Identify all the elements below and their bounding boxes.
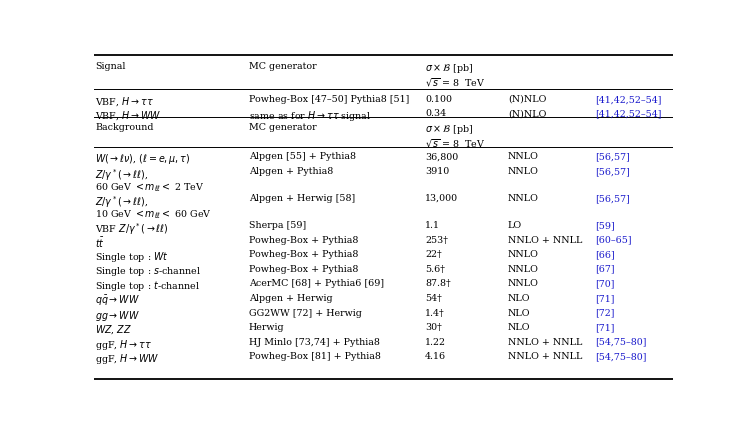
Text: MC generator: MC generator bbox=[249, 62, 316, 71]
Text: Powheg-Box [47–50] Pythia8 [51]: Powheg-Box [47–50] Pythia8 [51] bbox=[249, 95, 409, 104]
Text: [71]: [71] bbox=[595, 322, 614, 332]
Text: 87.8†: 87.8† bbox=[425, 279, 451, 288]
Text: $\sqrt{s}$ = 8  TeV: $\sqrt{s}$ = 8 TeV bbox=[425, 137, 485, 150]
Text: [71]: [71] bbox=[595, 293, 614, 302]
Text: [59]: [59] bbox=[595, 221, 615, 229]
Text: 13,000: 13,000 bbox=[425, 194, 459, 203]
Text: NNLO: NNLO bbox=[508, 194, 539, 203]
Text: [56,57]: [56,57] bbox=[595, 152, 630, 161]
Text: Single top : $t$-channel: Single top : $t$-channel bbox=[95, 279, 200, 293]
Text: $\sigma \times \mathcal{B}$ [pb]: $\sigma \times \mathcal{B}$ [pb] bbox=[425, 123, 473, 136]
Text: Powheg-Box + Pythia8: Powheg-Box + Pythia8 bbox=[249, 249, 358, 258]
Text: Powheg-Box + Pythia8: Powheg-Box + Pythia8 bbox=[249, 264, 358, 273]
Text: ggF, $H \rightarrow WW$: ggF, $H \rightarrow WW$ bbox=[95, 351, 160, 366]
Text: VBF, $H \rightarrow WW$: VBF, $H \rightarrow WW$ bbox=[95, 109, 162, 122]
Text: 10 GeV $< m_{\ell\ell} <$ 60 GeV: 10 GeV $< m_{\ell\ell} <$ 60 GeV bbox=[95, 207, 212, 220]
Text: [41,42,52–54]: [41,42,52–54] bbox=[595, 109, 661, 118]
Text: [56,57]: [56,57] bbox=[595, 194, 630, 203]
Text: [66]: [66] bbox=[595, 249, 615, 258]
Text: Signal: Signal bbox=[95, 62, 126, 71]
Text: NNLO: NNLO bbox=[508, 249, 539, 258]
Text: (N)NLO: (N)NLO bbox=[508, 95, 546, 104]
Text: 30†: 30† bbox=[425, 322, 442, 332]
Text: same as for $H \rightarrow \tau\tau$ signal: same as for $H \rightarrow \tau\tau$ sig… bbox=[249, 109, 371, 123]
Text: 36,800: 36,800 bbox=[425, 152, 459, 161]
Text: 1.4†: 1.4† bbox=[425, 308, 445, 317]
Text: 1.1: 1.1 bbox=[425, 221, 440, 229]
Text: Alpgen + Pythia8: Alpgen + Pythia8 bbox=[249, 166, 333, 175]
Text: 60 GeV $< m_{\ell\ell} <$ 2 TeV: 60 GeV $< m_{\ell\ell} <$ 2 TeV bbox=[95, 180, 205, 193]
Text: Herwig: Herwig bbox=[249, 322, 284, 332]
Text: $t\bar{t}$: $t\bar{t}$ bbox=[95, 235, 105, 249]
Text: 1.22: 1.22 bbox=[425, 337, 446, 346]
Text: 253†: 253† bbox=[425, 235, 448, 244]
Text: Background: Background bbox=[95, 123, 154, 132]
Text: NNLO + NNLL: NNLO + NNLL bbox=[508, 235, 583, 244]
Text: [67]: [67] bbox=[595, 264, 615, 273]
Text: NLO: NLO bbox=[508, 308, 530, 317]
Text: HJ Minlo [73,74] + Pythia8: HJ Minlo [73,74] + Pythia8 bbox=[249, 337, 380, 346]
Text: GG2WW [72] + Herwig: GG2WW [72] + Herwig bbox=[249, 308, 362, 317]
Text: AcerMC [68] + Pythia6 [69]: AcerMC [68] + Pythia6 [69] bbox=[249, 279, 384, 288]
Text: [54,75–80]: [54,75–80] bbox=[595, 351, 646, 360]
Text: NNLO + NNLL: NNLO + NNLL bbox=[508, 351, 583, 360]
Text: NNLO: NNLO bbox=[508, 152, 539, 161]
Text: Powheg-Box + Pythia8: Powheg-Box + Pythia8 bbox=[249, 235, 358, 244]
Text: $gg \rightarrow WW$: $gg \rightarrow WW$ bbox=[95, 308, 140, 322]
Text: 22†: 22† bbox=[425, 249, 442, 258]
Text: $WZ$, $ZZ$: $WZ$, $ZZ$ bbox=[95, 322, 132, 335]
Text: $q\bar{q} \rightarrow WW$: $q\bar{q} \rightarrow WW$ bbox=[95, 293, 140, 307]
Text: NLO: NLO bbox=[508, 293, 530, 302]
Text: 4.16: 4.16 bbox=[425, 351, 447, 360]
Text: Alpgen + Herwig: Alpgen + Herwig bbox=[249, 293, 332, 302]
Text: [70]: [70] bbox=[595, 279, 614, 288]
Text: NNLO + NNLL: NNLO + NNLL bbox=[508, 337, 583, 346]
Text: 0.100: 0.100 bbox=[425, 95, 452, 104]
Text: $\sigma \times \mathcal{B}$ [pb]: $\sigma \times \mathcal{B}$ [pb] bbox=[425, 62, 473, 75]
Text: $W(\rightarrow \ell\nu)$, $(\ell = e, \mu, \tau)$: $W(\rightarrow \ell\nu)$, $(\ell = e, \m… bbox=[95, 152, 191, 166]
Text: [72]: [72] bbox=[595, 308, 614, 317]
Text: NNLO: NNLO bbox=[508, 166, 539, 175]
Text: LO: LO bbox=[508, 221, 522, 229]
Text: [60–65]: [60–65] bbox=[595, 235, 631, 244]
Text: Single top : $s$-channel: Single top : $s$-channel bbox=[95, 264, 201, 277]
Text: [41,42,52–54]: [41,42,52–54] bbox=[595, 95, 661, 104]
Text: $Z/\gamma^*(\rightarrow \ell\ell)$,: $Z/\gamma^*(\rightarrow \ell\ell)$, bbox=[95, 166, 148, 182]
Text: Powheg-Box [81] + Pythia8: Powheg-Box [81] + Pythia8 bbox=[249, 351, 381, 360]
Text: Sherpa [59]: Sherpa [59] bbox=[249, 221, 306, 229]
Text: 0.34: 0.34 bbox=[425, 109, 447, 118]
Text: [54,75–80]: [54,75–80] bbox=[595, 337, 646, 346]
Text: Alpgen [55] + Pythia8: Alpgen [55] + Pythia8 bbox=[249, 152, 356, 161]
Text: Single top : $Wt$: Single top : $Wt$ bbox=[95, 249, 169, 264]
Text: VBF $Z/\gamma^*(\rightarrow \ell\ell)$: VBF $Z/\gamma^*(\rightarrow \ell\ell)$ bbox=[95, 221, 169, 236]
Text: 54†: 54† bbox=[425, 293, 442, 302]
Text: $\sqrt{s}$ = 8  TeV: $\sqrt{s}$ = 8 TeV bbox=[425, 76, 485, 89]
Text: VBF, $H \rightarrow \tau\tau$: VBF, $H \rightarrow \tau\tau$ bbox=[95, 95, 154, 107]
Text: MC generator: MC generator bbox=[249, 123, 316, 132]
Text: NLO: NLO bbox=[508, 322, 530, 332]
Text: Alpgen + Herwig [58]: Alpgen + Herwig [58] bbox=[249, 194, 355, 203]
Text: ggF, $H \rightarrow \tau\tau$: ggF, $H \rightarrow \tau\tau$ bbox=[95, 337, 153, 351]
Text: NNLO: NNLO bbox=[508, 279, 539, 288]
Text: (N)NLO: (N)NLO bbox=[508, 109, 546, 118]
Text: [56,57]: [56,57] bbox=[595, 166, 630, 175]
Text: $Z/\gamma^*(\rightarrow \ell\ell)$,: $Z/\gamma^*(\rightarrow \ell\ell)$, bbox=[95, 194, 148, 209]
Text: NNLO: NNLO bbox=[508, 264, 539, 273]
Text: 3910: 3910 bbox=[425, 166, 450, 175]
Text: 5.6†: 5.6† bbox=[425, 264, 445, 273]
